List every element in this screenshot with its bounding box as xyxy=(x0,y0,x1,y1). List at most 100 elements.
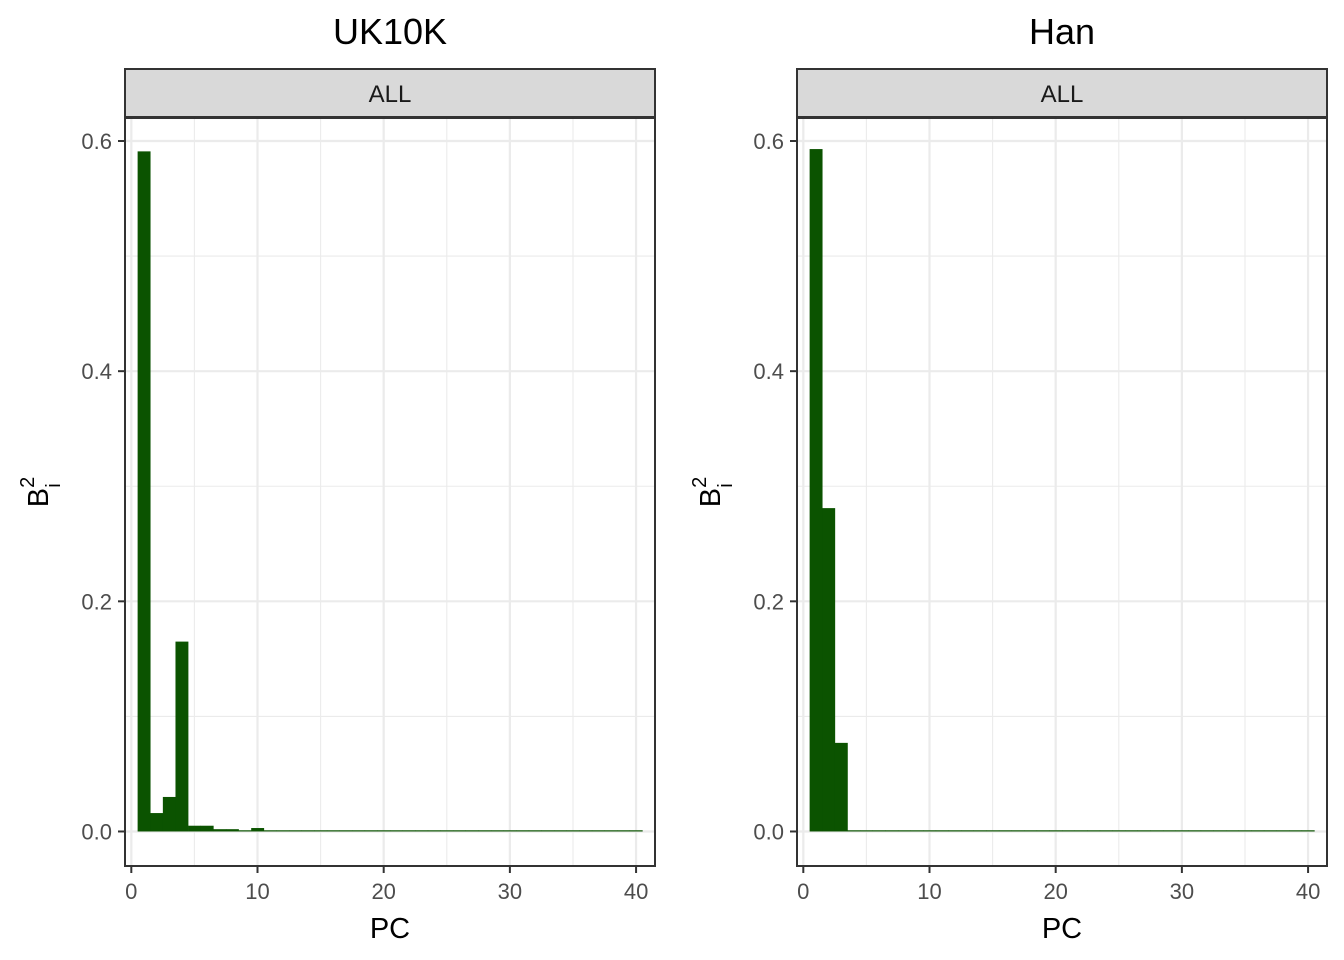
bar xyxy=(1087,830,1101,832)
bar xyxy=(528,830,542,832)
bar xyxy=(150,813,164,832)
bar xyxy=(1213,830,1227,832)
bar xyxy=(541,830,555,832)
bar xyxy=(1175,830,1189,832)
bar xyxy=(1238,830,1252,832)
x-tick-label: 10 xyxy=(245,879,269,904)
x-tick-label: 10 xyxy=(917,879,941,904)
bar xyxy=(604,830,618,832)
bar xyxy=(453,830,467,832)
bar xyxy=(251,828,265,832)
bar xyxy=(503,830,517,832)
bar xyxy=(847,830,861,832)
bar xyxy=(554,830,567,832)
x-tick-label: 30 xyxy=(498,879,522,904)
bar xyxy=(364,830,378,832)
x-axis-title: PC xyxy=(370,913,410,945)
y-axis-title-base: B xyxy=(23,488,55,507)
bar xyxy=(1289,830,1303,832)
bar xyxy=(301,830,315,832)
bar xyxy=(377,830,391,832)
bar xyxy=(860,830,874,832)
bar xyxy=(961,830,974,832)
y-axis-title-sup: 2 xyxy=(17,477,39,488)
x-axis-title: PC xyxy=(1042,913,1082,945)
facet-strip xyxy=(124,68,656,118)
y-tick-label: 0.0 xyxy=(753,819,784,844)
bar xyxy=(1011,830,1025,832)
bar xyxy=(339,830,353,832)
x-tick-label: 20 xyxy=(371,879,395,904)
y-axis-title-sub: i xyxy=(715,483,737,487)
plot-frame xyxy=(124,117,656,867)
x-axis: 0 10 20 30 40 xyxy=(125,866,648,904)
bar xyxy=(352,830,366,832)
y-tick-label: 0.4 xyxy=(753,359,784,384)
chart-title: Han xyxy=(1029,11,1095,52)
bar xyxy=(1099,830,1113,832)
x-tick-label: 0 xyxy=(797,879,809,904)
bar xyxy=(1112,830,1126,832)
bar xyxy=(998,830,1012,832)
bar xyxy=(263,830,277,832)
bar xyxy=(314,830,328,832)
y-axis: 0.0 0.2 0.4 0.6 xyxy=(81,129,125,844)
bar xyxy=(1162,830,1176,832)
y-axis: 0.0 0.2 0.4 0.6 xyxy=(753,129,797,844)
bar xyxy=(872,830,886,832)
bar xyxy=(1251,830,1265,832)
bar xyxy=(617,830,631,832)
bar xyxy=(415,830,429,832)
bar xyxy=(225,829,239,832)
bar xyxy=(276,830,290,832)
bar xyxy=(440,830,454,832)
bar xyxy=(1062,830,1075,832)
bar xyxy=(200,825,214,832)
bar xyxy=(1036,830,1050,832)
plot-area xyxy=(125,118,655,866)
x-tick-label: 0 xyxy=(125,879,137,904)
y-axis-title-base: B xyxy=(695,488,727,507)
x-tick-label: 30 xyxy=(1170,879,1194,904)
bar xyxy=(973,830,987,832)
chart-panel-uk10k: UK10K ALL 0 10 20 30 40 0.0 0.2 0.4 0.6 PC B2 i xyxy=(17,11,656,945)
bar xyxy=(326,830,340,832)
y-tick-label: 0.2 xyxy=(81,589,112,614)
y-axis-title-sup: 2 xyxy=(689,477,711,488)
bar xyxy=(1226,830,1239,832)
bar xyxy=(935,830,949,832)
bar xyxy=(1276,830,1290,832)
facet-strip-label: ALL xyxy=(1041,81,1084,108)
bar xyxy=(834,742,848,832)
bar xyxy=(1150,830,1164,832)
bar xyxy=(1049,830,1063,832)
bar xyxy=(1074,830,1088,832)
y-axis-title: B2 i xyxy=(689,477,737,507)
plot-area xyxy=(797,118,1327,866)
y-tick-label: 0.4 xyxy=(81,359,112,384)
x-tick-label: 20 xyxy=(1043,879,1067,904)
y-axis-title-sub: i xyxy=(43,483,65,487)
y-axis-title: B2 i xyxy=(17,477,65,507)
bar xyxy=(566,830,580,832)
bar xyxy=(289,830,302,832)
y-tick-label: 0.6 xyxy=(753,129,784,154)
bar xyxy=(390,830,403,832)
x-axis: 0 10 20 30 40 xyxy=(797,866,1320,904)
bar xyxy=(238,830,252,832)
y-tick-label: 0.0 xyxy=(81,819,112,844)
bar xyxy=(427,830,441,832)
bar xyxy=(923,830,937,832)
bar xyxy=(822,508,836,832)
bar xyxy=(516,830,530,832)
y-tick-label: 0.6 xyxy=(81,129,112,154)
x-tick-label: 40 xyxy=(1296,879,1320,904)
bar xyxy=(1125,830,1139,832)
bar xyxy=(1200,830,1214,832)
bar xyxy=(885,830,899,832)
bar xyxy=(490,830,504,832)
bar xyxy=(188,825,202,832)
bar xyxy=(579,830,593,832)
bar xyxy=(910,830,924,832)
